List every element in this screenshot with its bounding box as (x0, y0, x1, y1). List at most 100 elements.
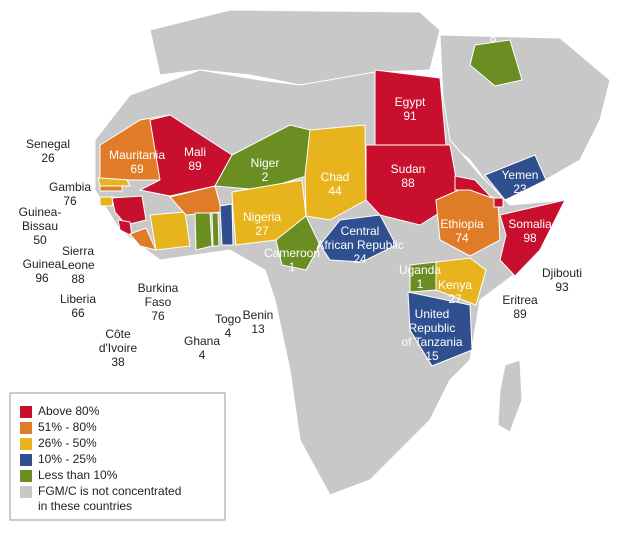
country (211, 212, 220, 247)
country-value: 15 (425, 349, 439, 363)
country-value: 89 (188, 159, 202, 173)
country-name: Republic (409, 321, 456, 335)
country-name: Gambia (49, 180, 91, 194)
legend-box (9, 392, 226, 521)
country (99, 185, 123, 192)
country-value: 2 (262, 170, 269, 184)
country-name: African Republic (316, 238, 403, 252)
legend-label: FGM/C is not concentrated (38, 484, 181, 498)
countries (97, 39, 566, 367)
country-name: Somalia (508, 217, 552, 231)
country-name: Sierra (62, 244, 94, 258)
country-name: Niger (251, 156, 280, 170)
legend-swatch (20, 486, 32, 498)
country-name: Guinea- (19, 205, 62, 219)
madagascar (497, 359, 523, 433)
country-name: Benin (243, 308, 274, 322)
country-value: 24 (353, 252, 367, 266)
country-value: 88 (401, 176, 415, 190)
country-name: Guinea (23, 257, 62, 271)
country-name: Mauritania (109, 148, 165, 162)
country-name: Burkina (138, 281, 179, 295)
country-name: Djibouti (542, 266, 582, 280)
country (149, 211, 191, 251)
country-name: Kenya (438, 278, 472, 292)
country (138, 114, 233, 197)
country-name: Nigeria (243, 210, 281, 224)
legend-swatch (20, 470, 32, 482)
country (275, 215, 321, 271)
country-name: Uganda (399, 263, 441, 277)
country-value: 69 (130, 162, 144, 176)
country (219, 203, 234, 246)
country-value: 4 (199, 348, 206, 362)
legend-label: 51% - 80% (38, 420, 97, 434)
country (319, 214, 397, 263)
country-value: 89 (513, 307, 527, 321)
country-name: Iraq (483, 17, 504, 31)
country (304, 124, 367, 221)
country-value: 27 (448, 292, 462, 306)
country (499, 199, 566, 277)
country-value: 8 (490, 31, 497, 45)
country-name: Yemen (502, 168, 539, 182)
country-value: 66 (71, 306, 85, 320)
country-name: Ethiopia (440, 217, 484, 231)
country-name: Central (341, 224, 380, 238)
country-value: 1 (417, 277, 424, 291)
country-value: 38 (111, 355, 125, 369)
country (99, 196, 115, 207)
country (493, 197, 504, 208)
country-name: Cameroon (264, 246, 320, 260)
country (484, 154, 547, 201)
legend: Above 80% 51% - 80% 26% - 50% 10% - 25% Less… (9, 392, 226, 521)
legend-label: in these countries (38, 499, 132, 513)
country-name: of Tanzania (401, 335, 462, 349)
country-name: Faso (145, 295, 172, 309)
labels: Senegal26Gambia76Guinea-Bissau50Guinea96… (19, 17, 582, 369)
country-value: 76 (151, 309, 165, 323)
country-value: 50 (33, 233, 47, 247)
country-value: 44 (328, 184, 342, 198)
country-value: 23 (513, 182, 527, 196)
country-name: Sudan (391, 162, 426, 176)
country-name: Liberia (60, 292, 96, 306)
country-name: Togo (215, 312, 241, 326)
country-value: 26 (41, 151, 55, 165)
country (111, 195, 147, 226)
country-value: 98 (523, 231, 537, 245)
country-name: Senegal (26, 137, 70, 151)
country (454, 175, 493, 199)
country (194, 212, 213, 251)
legend-swatch (20, 422, 32, 434)
country-value: 74 (455, 231, 469, 245)
country-value: 76 (63, 194, 77, 208)
country-name: Egypt (395, 95, 426, 109)
country (407, 291, 473, 367)
legend-label: 26% - 50% (38, 436, 97, 450)
country-name: Leone (61, 258, 95, 272)
country-name: Ghana (184, 334, 220, 348)
legend-swatch (20, 454, 32, 466)
country-value: 27 (255, 224, 269, 238)
country-value: 4 (225, 326, 232, 340)
country-value: 93 (555, 280, 569, 294)
country-name: Chad (321, 170, 350, 184)
country-name: Côte (105, 327, 131, 341)
legend-label: 10% - 25% (38, 452, 97, 466)
country-name: Mali (184, 145, 206, 159)
country-value: 91 (403, 109, 417, 123)
country-value: 1 (289, 260, 296, 274)
country-name: United (415, 307, 450, 321)
country (469, 39, 523, 87)
country-name: Eritrea (502, 293, 538, 307)
legend-swatch (20, 406, 32, 418)
country-value: 13 (251, 322, 265, 336)
legend-label: Less than 10% (38, 468, 118, 482)
country-value: 96 (35, 271, 49, 285)
legend-swatch (20, 438, 32, 450)
country (435, 257, 487, 306)
legend-label: Above 80% (38, 404, 100, 418)
country-name: d'Ivoire (99, 341, 138, 355)
